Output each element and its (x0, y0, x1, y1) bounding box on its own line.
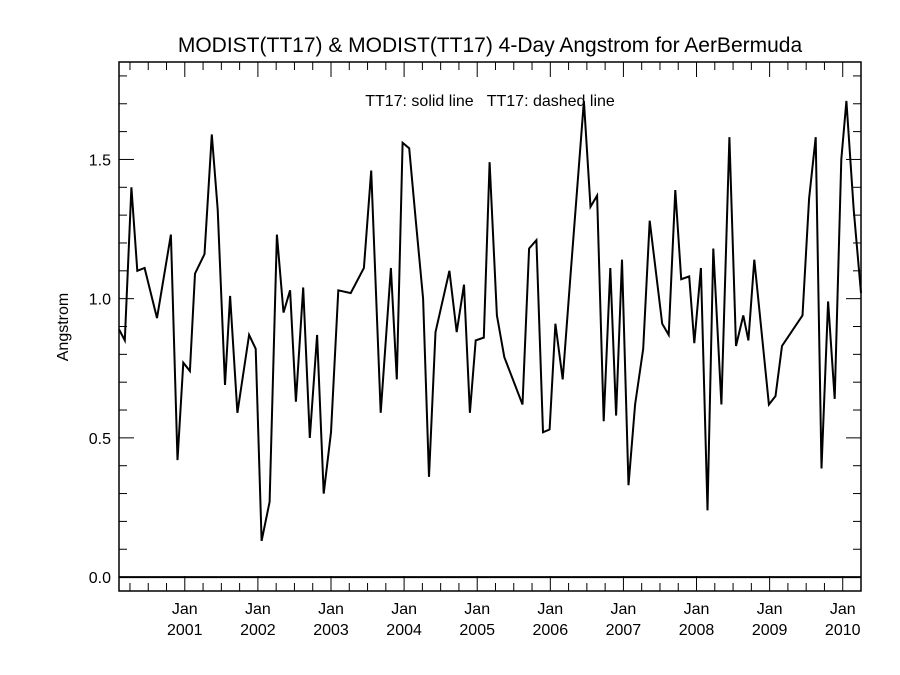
x-tick-year-label: 2002 (240, 622, 276, 639)
x-tick-year-label: 2003 (313, 622, 349, 639)
x-tick-month-label: Jan (245, 601, 271, 618)
x-tick-year-label: 2004 (386, 622, 422, 639)
x-tick-month-label: Jan (391, 601, 417, 618)
chart-title: MODIST(TT17) & MODIST(TT17) 4-Day Angstr… (178, 34, 803, 57)
x-tick-month-label: Jan (684, 601, 710, 618)
x-tick-year-label: 2009 (752, 622, 788, 639)
x-tick-month-label: Jan (757, 601, 783, 618)
series-line (118, 100, 862, 542)
x-tick-month-label: Jan (318, 601, 344, 618)
x-tick-month-label: Jan (830, 601, 856, 618)
y-tick-label: 1.5 (89, 152, 111, 169)
axis-ticks (119, 62, 861, 591)
x-tick-year-label: 2008 (679, 622, 715, 639)
series-marks (118, 100, 862, 579)
x-tick-year-label: 2001 (167, 622, 203, 639)
x-tick-year-label: 2010 (825, 622, 861, 639)
y-tick-label: 1.0 (89, 292, 111, 309)
y-axis-label: Angstrom (55, 293, 72, 361)
y-tick-label: 0.0 (89, 570, 111, 587)
x-tick-month-label: Jan (464, 601, 490, 618)
tick-labels: 0.0 0.5 1.0 1.5 Jan 2001 Jan 2002 Jan 2003 Jan 2004… (89, 152, 861, 639)
x-tick-month-label: Jan (172, 601, 198, 618)
x-tick-year-label: 2007 (606, 622, 642, 639)
x-tick-year-label: 2006 (533, 622, 569, 639)
y-tick-label: 0.5 (89, 431, 111, 448)
x-tick-month-label: Jan (537, 601, 563, 618)
x-tick-month-label: Jan (611, 601, 637, 618)
x-tick-year-label: 2005 (459, 622, 495, 639)
legend-annotation: TT17: solid line TT17: dashed line (365, 93, 615, 110)
